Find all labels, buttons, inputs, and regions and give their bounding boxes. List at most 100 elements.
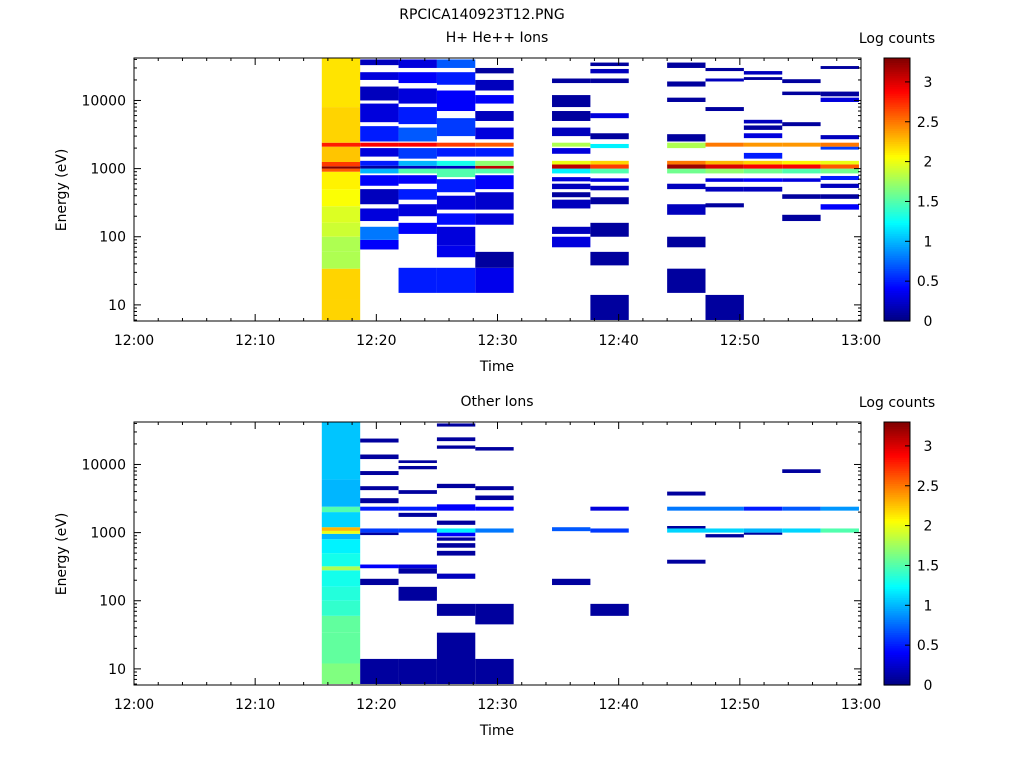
colorbar-segment	[884, 318, 910, 322]
colorbar-segment	[884, 180, 910, 184]
colorbar-segment	[884, 485, 910, 489]
heatmap-cell	[782, 214, 821, 222]
colorbar-segment	[884, 123, 910, 127]
y-axis-ticks: 10 100 1000 10000	[81, 422, 861, 685]
heatmap-cell	[667, 183, 706, 190]
heatmap-cell	[590, 168, 629, 174]
colorbar-segment	[884, 196, 910, 199]
y-tick-label: 10000	[81, 93, 126, 109]
heatmap-cell	[436, 603, 476, 616]
heatmap-cell	[820, 66, 859, 69]
colorbar-segment	[884, 121, 910, 125]
colorbar-segment	[884, 555, 910, 559]
x-tick-label: 12:00	[114, 333, 154, 349]
heatmap-cell	[436, 528, 476, 533]
heatmap-cell	[743, 119, 783, 124]
heatmap-cell	[436, 59, 476, 68]
colorbar-segment	[884, 428, 910, 432]
colorbar-segment	[884, 623, 910, 627]
heatmap-cell	[475, 213, 514, 225]
colorbar-segment	[884, 432, 910, 436]
heatmap-cell	[743, 133, 783, 139]
heatmap-cell	[321, 107, 361, 143]
x-axis-label: Time	[479, 359, 514, 375]
colorbar-segment	[884, 540, 910, 544]
heatmap-cell	[552, 78, 591, 84]
colorbar-segment	[884, 106, 910, 110]
heatmap-cell	[398, 658, 437, 684]
colorbar-segment	[884, 307, 910, 311]
colorbar-tick-label: 2	[924, 519, 933, 535]
colorbar-frame	[883, 421, 911, 686]
heatmap-cell	[820, 175, 859, 181]
colorbar-segment	[884, 630, 910, 633]
colorbar-segment	[884, 422, 910, 425]
colorbar-segment	[884, 169, 910, 173]
heatmap-cell	[820, 142, 859, 147]
heatmap-cell	[475, 251, 514, 268]
heatmap-cell	[590, 78, 629, 84]
colorbar-segment	[884, 584, 910, 587]
heatmap-cell	[398, 168, 437, 174]
colorbar-segment	[884, 316, 910, 320]
heatmap-cell	[321, 615, 361, 633]
heatmap-cell	[360, 498, 399, 504]
colorbar-segment	[884, 110, 910, 114]
colorbar-segment	[884, 220, 910, 223]
heatmap-cell	[360, 160, 399, 166]
colorbar-tick-label: 0	[924, 314, 933, 330]
heatmap-cell	[552, 527, 591, 532]
x-tick-label: 12:20	[356, 333, 396, 349]
colorbar-segment	[884, 248, 910, 252]
heatmap-cell	[667, 526, 706, 529]
x-tick-label: 12:40	[598, 697, 638, 713]
heatmap-cell	[552, 164, 591, 169]
colorbar-segment	[884, 507, 910, 511]
heatmap-cell	[436, 179, 476, 193]
heatmap-cell	[321, 166, 361, 169]
colorbar-segment	[884, 134, 910, 138]
colorbar-segment	[884, 97, 910, 101]
colorbar-segment	[884, 538, 910, 541]
colorbar-segment	[884, 296, 910, 300]
heatmap-cell	[552, 192, 591, 198]
heatmap-cell	[820, 506, 859, 511]
heatmap-cell	[705, 142, 744, 147]
colorbar-segment	[884, 566, 910, 570]
heatmap-cell	[398, 88, 437, 104]
heatmap-cell	[552, 111, 591, 121]
heatmap-cell	[321, 527, 361, 531]
heatmap-cell	[436, 532, 476, 537]
heatmap-cell	[590, 62, 629, 67]
heatmap-cell	[705, 528, 744, 533]
colorbar-segment	[884, 632, 910, 636]
colorbar-segment	[884, 176, 910, 180]
heatmap-cell	[321, 570, 361, 587]
heatmap-cell	[475, 148, 514, 157]
x-axis-ticks: 12:00 12:10 12:20 12:30 12:40 12:50 13:00	[114, 58, 881, 349]
colorbar-segment	[884, 459, 910, 463]
colorbar-segment	[884, 154, 910, 158]
colorbar-segment	[884, 443, 910, 447]
heatmap-cell	[475, 168, 514, 174]
colorbar-segment	[884, 193, 910, 197]
colorbar-segment	[884, 213, 910, 217]
heatmap-cell	[590, 68, 629, 74]
colorbar-segment	[884, 500, 910, 504]
colorbar-segment	[884, 174, 910, 177]
colorbar-segment	[884, 272, 910, 276]
colorbar-segment	[884, 90, 910, 94]
colorbar-segment	[884, 73, 910, 77]
colorbar-segment	[884, 599, 910, 603]
heatmap-cell	[743, 528, 783, 533]
heatmap-cell	[321, 600, 361, 616]
colorbar-segment	[884, 457, 910, 460]
heatmap-cell	[321, 512, 361, 528]
heatmap-cell	[360, 208, 399, 222]
heatmap-cell	[590, 197, 629, 205]
heatmap-cell	[743, 168, 783, 174]
heatmap-cell	[398, 175, 437, 184]
colorbar-segment	[884, 58, 910, 61]
heatmap-cell	[398, 528, 437, 533]
heatmap-cell	[398, 59, 437, 68]
